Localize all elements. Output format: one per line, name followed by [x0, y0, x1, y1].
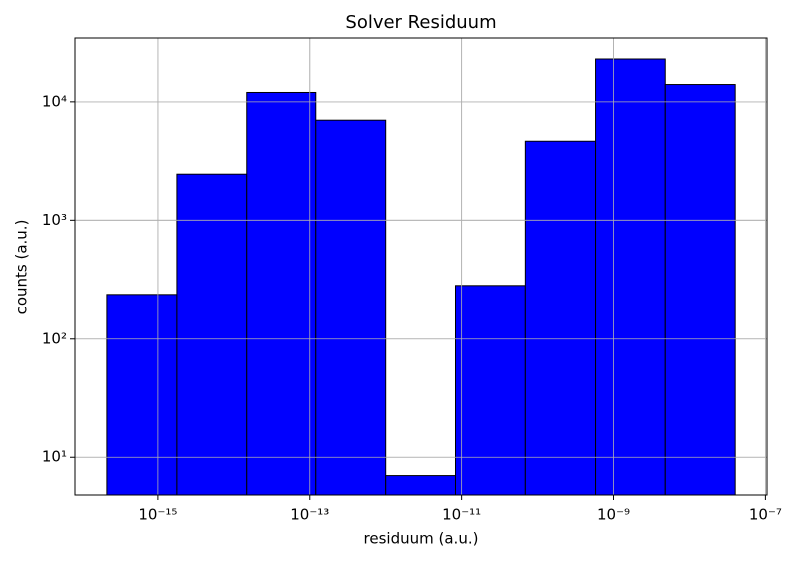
x-tick-label: 10⁻¹¹ — [442, 506, 481, 524]
bar — [106, 294, 178, 496]
bar — [524, 140, 597, 496]
y-tick-label: 10⁴ — [42, 92, 67, 110]
bar — [176, 173, 248, 496]
x-tick-label: 10⁻⁷ — [749, 506, 782, 524]
y-tick-label: 10² — [42, 329, 67, 347]
bar — [246, 91, 317, 496]
bar — [454, 285, 526, 496]
bar — [315, 119, 387, 496]
chart-title: Solver Residuum — [345, 12, 496, 33]
x-axis-label: residuum (a.u.) — [364, 530, 479, 548]
x-tick-label: 10⁻¹⁵ — [138, 506, 177, 524]
y-tick-label: 10¹ — [42, 448, 67, 466]
bar — [385, 475, 456, 496]
y-tick-label: 10³ — [42, 211, 67, 229]
x-tick-label: 10⁻¹³ — [290, 506, 329, 524]
bar — [595, 58, 666, 496]
bar — [664, 84, 736, 496]
y-axis-label: counts (a.u.) — [13, 220, 31, 315]
x-tick-label: 10⁻⁹ — [597, 506, 630, 524]
plot-frame — [74, 37, 768, 496]
